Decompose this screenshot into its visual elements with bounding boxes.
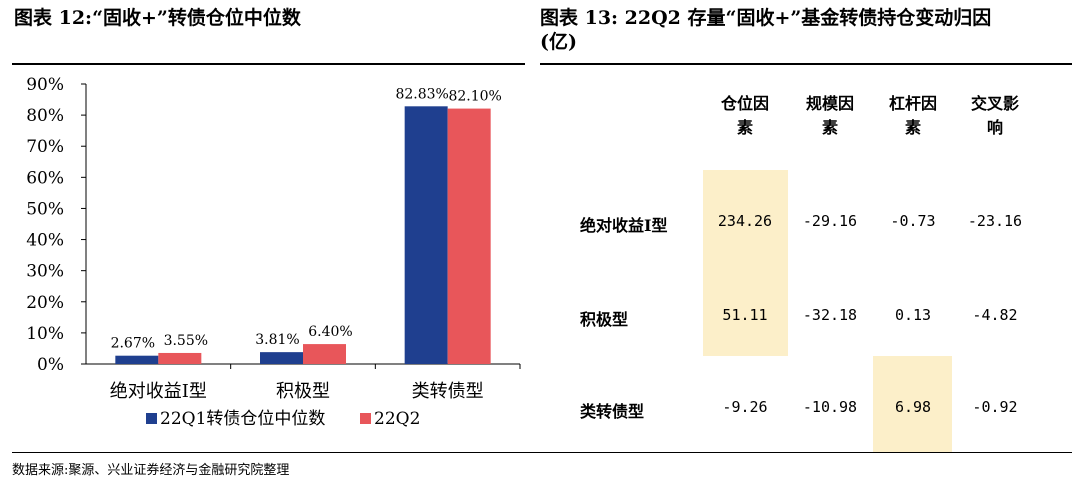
- table-cell: -4.82: [972, 306, 1018, 324]
- y-tick-label: 70%: [26, 137, 64, 157]
- legend-swatch: [360, 413, 371, 424]
- table-cell: 0.13: [894, 306, 932, 324]
- table-cell: 234.26: [717, 212, 773, 230]
- source-rule: [12, 452, 1072, 453]
- legend-swatch: [146, 413, 157, 424]
- x-tick-label: 积极型: [276, 381, 330, 402]
- right-figure-title-unit: (亿): [540, 31, 577, 53]
- source-note: 数据来源:聚源、兴业证券经济与金融研究院整理: [12, 463, 290, 478]
- table-cell: -9.26: [722, 398, 768, 416]
- left-figure-title: 图表 12:“固收+”转债仓位中位数: [14, 7, 301, 29]
- bar: [404, 106, 448, 364]
- bar-data-label: 82.83%: [395, 86, 448, 102]
- bar-data-label: 6.40%: [308, 324, 352, 340]
- table-row-header: 类转债型: [580, 402, 645, 421]
- left-title-rule: [12, 63, 525, 65]
- bar: [260, 352, 303, 364]
- table-cell: -0.73: [890, 212, 936, 230]
- bar: [447, 108, 491, 364]
- table-cell: -10.98: [802, 398, 858, 416]
- bar-data-label: 3.81%: [255, 332, 299, 348]
- bar: [115, 355, 159, 364]
- y-tick-label: 60%: [26, 168, 64, 188]
- table-cell: 6.98: [894, 398, 932, 416]
- bar-data-label: 2.67%: [111, 336, 155, 352]
- table-row-header: 绝对收益Ⅰ型: [580, 216, 668, 235]
- table-row-header: 积极型: [580, 310, 629, 329]
- highlight-block: [703, 170, 788, 356]
- x-tick-label: 绝对收益I型: [110, 381, 207, 402]
- table-cell: -29.16: [802, 212, 858, 230]
- table-column-header: 仓位因素: [720, 94, 769, 137]
- right-title-rule: [540, 63, 1072, 65]
- bar: [158, 352, 202, 364]
- table-cell: -23.16: [967, 212, 1023, 230]
- legend-entry: 22Q1转债仓位中位数: [160, 409, 325, 429]
- table-column-header: 杠杆因素: [888, 94, 937, 137]
- table-cell: -0.92: [972, 398, 1018, 416]
- y-tick-label: 50%: [26, 199, 64, 219]
- right-figure-title: 图表 13: 22Q2 存量“固收+”基金转债持仓变动归因: [540, 7, 992, 29]
- y-tick-label: 30%: [26, 262, 64, 282]
- y-tick-label: 40%: [26, 231, 64, 251]
- table-cell: 51.11: [722, 306, 768, 324]
- table-column-header: 交叉影响: [970, 94, 1019, 137]
- x-tick-label: 类转债型: [412, 381, 484, 402]
- legend-entry: 22Q2: [374, 409, 420, 429]
- y-tick-label: 0%: [37, 355, 64, 375]
- highlight-block: [873, 356, 952, 452]
- table-column-header: 规模因素: [805, 94, 854, 137]
- bar: [303, 344, 346, 364]
- y-tick-label: 20%: [26, 293, 64, 313]
- y-tick-label: 80%: [26, 106, 64, 126]
- y-tick-label: 10%: [26, 324, 64, 344]
- y-tick-label: 90%: [26, 75, 64, 95]
- table-cell: -32.18: [802, 306, 858, 324]
- bar-data-label: 82.10%: [448, 89, 501, 105]
- bar-chart: 0% 10% 20% 30% 40% 50% 60% 70% 80% 90% 2.67% 3.55% 绝…: [26, 75, 521, 429]
- bar-data-label: 3.55%: [164, 333, 208, 349]
